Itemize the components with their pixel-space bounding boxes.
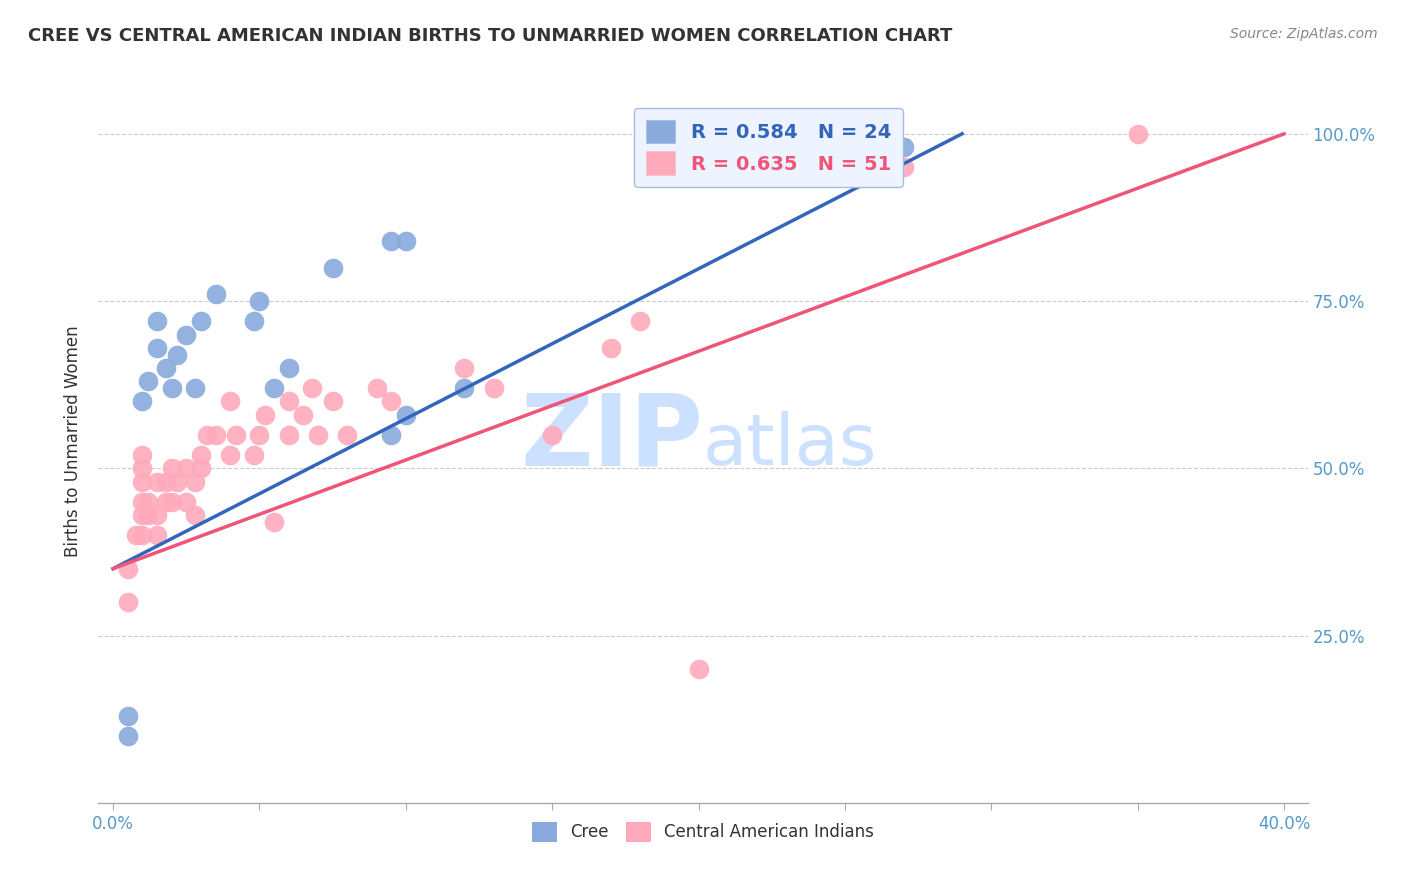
Point xyxy=(204,427,226,442)
Point xyxy=(219,448,242,462)
Point xyxy=(380,394,402,409)
Point xyxy=(136,508,159,523)
Point xyxy=(146,341,169,355)
Point xyxy=(395,234,418,248)
Point xyxy=(242,314,264,328)
Point xyxy=(688,662,710,676)
Point xyxy=(263,515,285,529)
Point xyxy=(125,528,148,542)
Point xyxy=(395,408,418,422)
Point xyxy=(155,361,177,376)
Point xyxy=(146,508,169,523)
Point xyxy=(893,140,915,154)
Point xyxy=(155,494,177,508)
Point xyxy=(541,427,564,442)
Point xyxy=(190,448,212,462)
Point xyxy=(277,427,299,442)
Text: ZIP: ZIP xyxy=(520,390,703,486)
Point xyxy=(146,314,169,328)
Point xyxy=(131,461,153,475)
Point xyxy=(146,475,169,489)
Point xyxy=(249,294,271,309)
Point xyxy=(160,461,183,475)
Point xyxy=(1126,127,1149,141)
Point xyxy=(117,708,139,723)
Point xyxy=(131,528,153,542)
Point xyxy=(131,508,153,523)
Point xyxy=(453,361,475,376)
Point xyxy=(131,448,153,462)
Point xyxy=(184,475,207,489)
Point xyxy=(160,381,183,395)
Point xyxy=(174,461,197,475)
Point xyxy=(117,595,139,609)
Point xyxy=(336,427,359,442)
Point xyxy=(160,494,183,508)
Point xyxy=(628,314,651,328)
Text: atlas: atlas xyxy=(703,410,877,480)
Text: CREE VS CENTRAL AMERICAN INDIAN BIRTHS TO UNMARRIED WOMEN CORRELATION CHART: CREE VS CENTRAL AMERICAN INDIAN BIRTHS T… xyxy=(28,27,952,45)
Point xyxy=(482,381,505,395)
Point xyxy=(146,528,169,542)
Point xyxy=(174,327,197,342)
Point xyxy=(307,427,329,442)
Point xyxy=(292,408,315,422)
Point xyxy=(893,161,915,175)
Point xyxy=(166,348,188,362)
Point xyxy=(380,427,402,442)
Point xyxy=(190,314,212,328)
Point xyxy=(131,475,153,489)
Point xyxy=(195,427,218,442)
Point xyxy=(184,508,207,523)
Point xyxy=(136,494,159,508)
Point xyxy=(277,394,299,409)
Point xyxy=(254,408,277,422)
Point xyxy=(190,461,212,475)
Y-axis label: Births to Unmarried Women: Births to Unmarried Women xyxy=(65,326,83,558)
Point xyxy=(277,361,299,376)
Point xyxy=(155,475,177,489)
Point xyxy=(380,234,402,248)
Point xyxy=(225,427,247,442)
Point xyxy=(131,394,153,409)
Point xyxy=(166,475,188,489)
Point xyxy=(366,381,388,395)
Point xyxy=(174,494,197,508)
Point xyxy=(322,260,344,275)
Point xyxy=(263,381,285,395)
Point xyxy=(117,729,139,743)
Point xyxy=(219,394,242,409)
Point xyxy=(599,341,621,355)
Point xyxy=(322,394,344,409)
Point xyxy=(117,562,139,576)
Point xyxy=(249,427,271,442)
Point xyxy=(131,494,153,508)
Point xyxy=(136,375,159,389)
Text: Source: ZipAtlas.com: Source: ZipAtlas.com xyxy=(1230,27,1378,41)
Point xyxy=(301,381,323,395)
Point xyxy=(204,287,226,301)
Legend: Cree, Central American Indians: Cree, Central American Indians xyxy=(526,815,880,848)
Point xyxy=(184,381,207,395)
Point xyxy=(242,448,264,462)
Point xyxy=(453,381,475,395)
